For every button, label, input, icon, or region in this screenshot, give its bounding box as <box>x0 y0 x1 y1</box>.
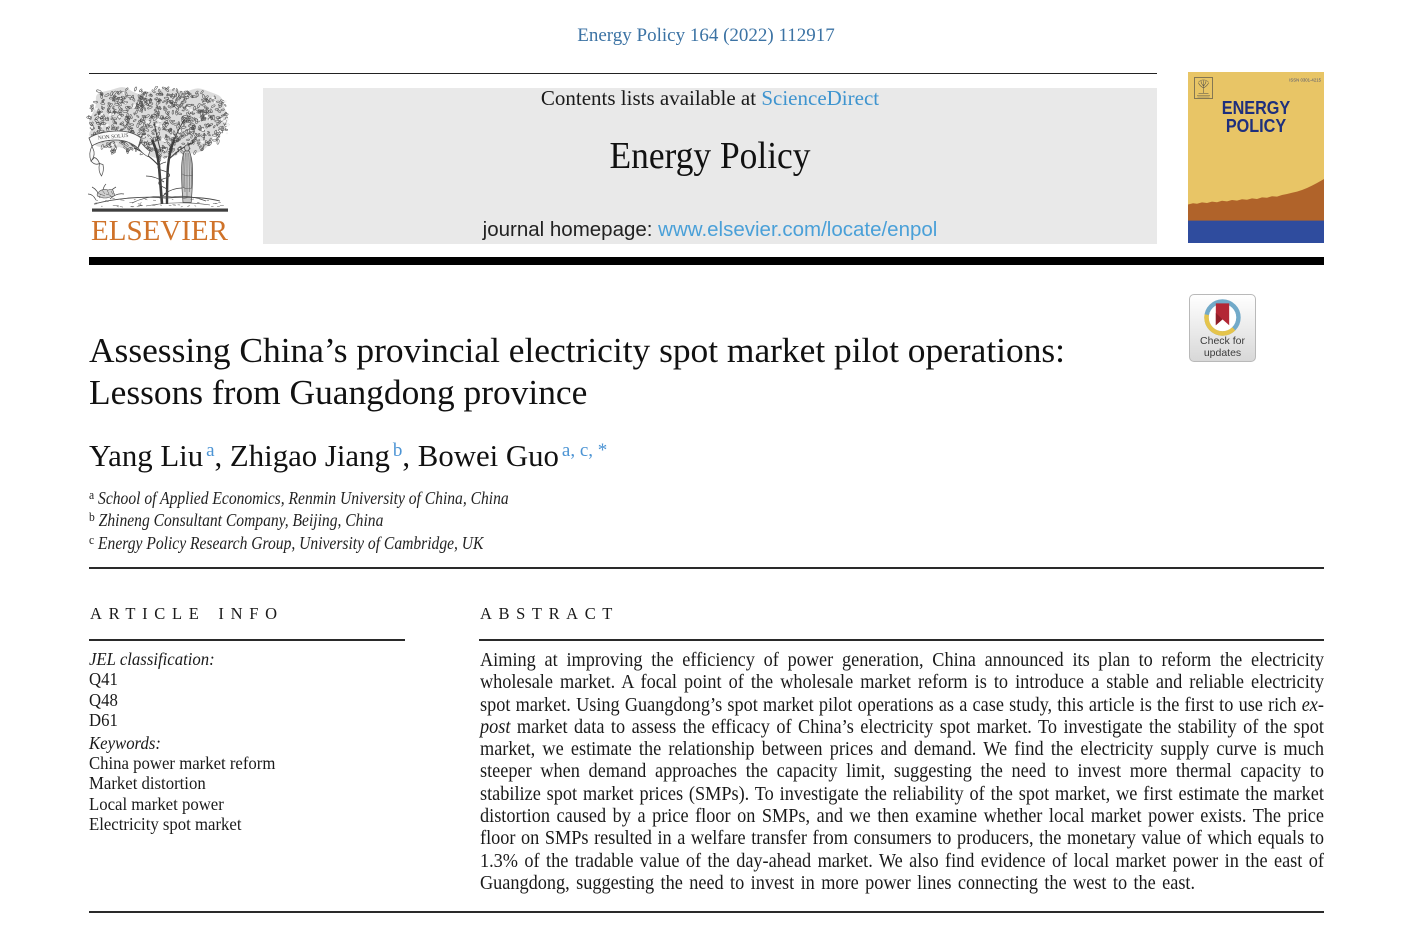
svg-text:NON SOLUS: NON SOLUS <box>98 133 129 142</box>
svg-text:ISSN 0301-4215: ISSN 0301-4215 <box>1289 78 1321 83</box>
